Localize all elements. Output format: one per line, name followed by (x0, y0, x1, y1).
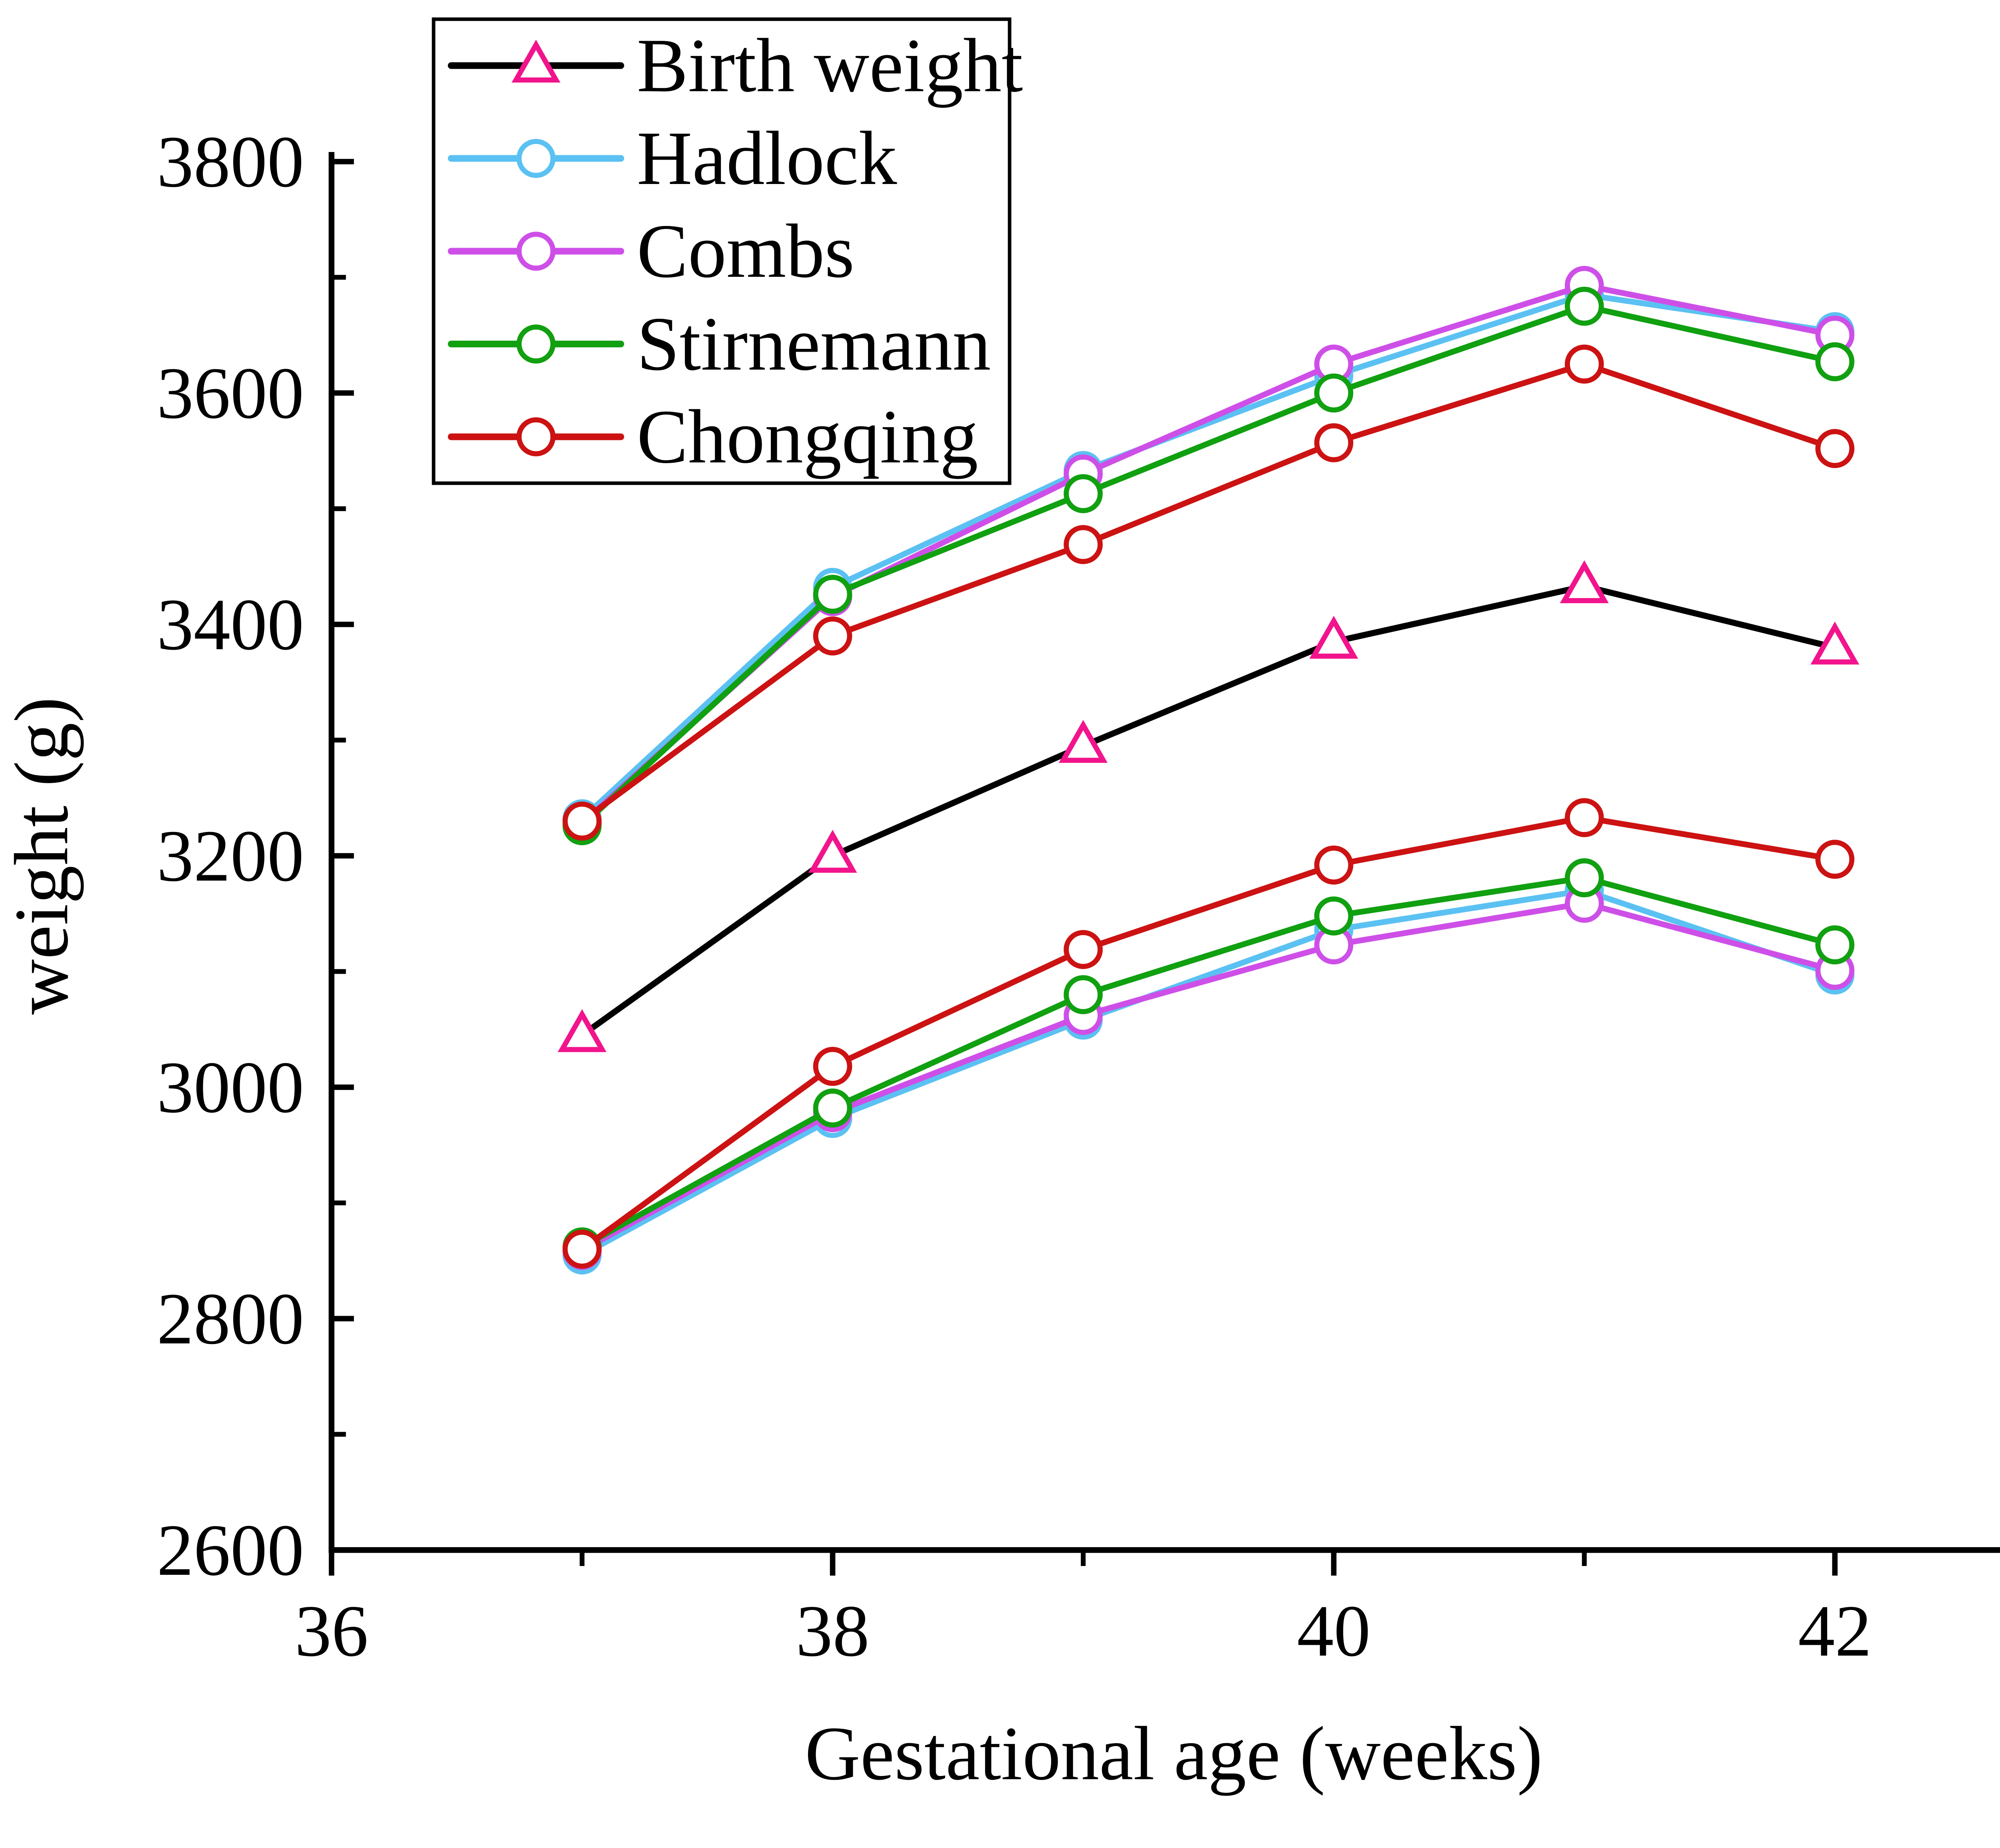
marker-stirnemann (813, 1088, 852, 1128)
y-tick-label: 3600 (157, 352, 304, 434)
x-tick-label: 38 (796, 1590, 870, 1672)
y-tick-label: 3800 (157, 121, 304, 202)
legend-label-hadlock: Hadlock (637, 116, 897, 201)
y-tick-label: 3400 (157, 584, 304, 665)
marker-stirnemann (1565, 858, 1604, 898)
y-tick-label: 3200 (157, 815, 304, 897)
y-tick-label: 2600 (157, 1509, 304, 1591)
legend-label-chongqing: Chongqing (637, 394, 978, 479)
legend-circle-marker (516, 232, 556, 271)
marker-birth-weight (1560, 560, 1609, 603)
legend-label-birth-weight: Birth weight (637, 23, 1023, 108)
series-line-upper-stirnemann (579, 303, 1838, 829)
series-line-lower-stirnemann (579, 875, 1838, 1250)
marker-chongqing (813, 1047, 852, 1086)
marker-chongqing (1314, 845, 1354, 885)
marker-birth-weight (558, 1009, 607, 1052)
marker-chongqing (813, 616, 852, 656)
marker-chongqing (1815, 429, 1855, 468)
marker-chongqing (1064, 525, 1103, 564)
marker-birth-weight (808, 830, 857, 873)
legend-circle-marker (516, 417, 556, 456)
marker-stirnemann (1064, 474, 1103, 513)
marker-chongqing (1815, 840, 1855, 879)
series-line-birth-weight (579, 583, 1838, 1038)
y-axis-title: weight (g) (0, 697, 84, 1014)
marker-chongqing (562, 1230, 602, 1269)
marker-birth-weight (1309, 616, 1358, 659)
marker-chongqing (1314, 423, 1354, 462)
marker-birth-weight (1810, 621, 1860, 665)
legend-label-combs: Combs (637, 208, 854, 294)
marker-stirnemann (1815, 342, 1855, 382)
series-line-upper-hadlock (579, 292, 1838, 822)
marker-chongqing (1565, 344, 1604, 384)
legend-circle-marker (516, 324, 556, 364)
legend-label-stirnemann: Stirnemann (637, 301, 991, 386)
x-tick-label: 40 (1297, 1590, 1370, 1672)
marker-chongqing (1565, 798, 1604, 837)
series-line-upper-chongqing (579, 361, 1838, 824)
series-line-lower-chongqing (579, 814, 1838, 1252)
legend-circle-marker (516, 139, 556, 178)
y-tick-label: 2800 (157, 1278, 304, 1360)
marker-stirnemann (813, 575, 852, 614)
marker-stirnemann (1064, 975, 1103, 1014)
marker-stirnemann (1314, 373, 1354, 413)
x-axis-title: Gestational age (weeks) (805, 1711, 1543, 1796)
marker-chongqing (1064, 930, 1103, 969)
marker-stirnemann (1815, 925, 1855, 965)
legend-triangle-marker (512, 40, 560, 83)
series-line-lower-hadlock (579, 888, 1838, 1258)
y-tick-label: 3000 (157, 1046, 304, 1128)
marker-chongqing (562, 801, 602, 841)
marker-stirnemann (1565, 286, 1604, 326)
x-tick-label: 42 (1798, 1590, 1872, 1672)
series-line-lower-combs (579, 900, 1838, 1254)
x-tick-label: 36 (295, 1590, 368, 1672)
marker-stirnemann (1314, 896, 1354, 936)
marker-birth-weight (1059, 720, 1108, 763)
